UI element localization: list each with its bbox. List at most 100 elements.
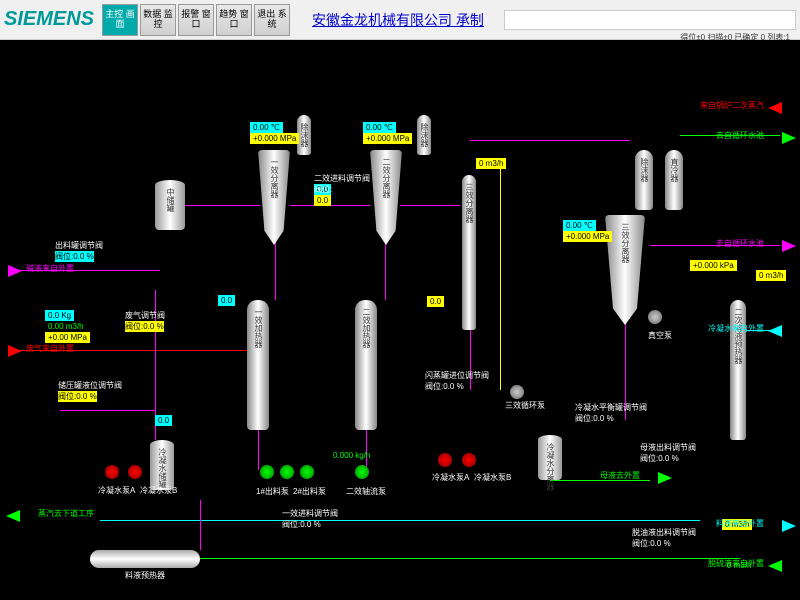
arrow-label: 去自循环水池 bbox=[716, 238, 764, 249]
flow-arrow bbox=[658, 472, 672, 484]
vessel-label: 冷凝水储罐 bbox=[157, 448, 168, 488]
flow-arrow bbox=[782, 520, 796, 532]
pipe bbox=[500, 160, 501, 390]
reading: 0.00 ℃ bbox=[250, 122, 283, 133]
text-label: 阀位:0.0 % bbox=[58, 391, 97, 402]
flow-arrow bbox=[768, 102, 782, 114]
text-label: 废气调节阀 bbox=[125, 310, 165, 321]
arrow-label: 母液去外置 bbox=[600, 470, 640, 481]
flow-arrow bbox=[768, 560, 782, 572]
toolbar-btn[interactable]: 主控 画面 bbox=[102, 4, 138, 36]
logo: SIEMENS bbox=[4, 8, 94, 31]
pump[interactable] bbox=[438, 453, 452, 467]
pipe bbox=[200, 558, 740, 559]
pump[interactable] bbox=[128, 465, 142, 479]
ruler bbox=[504, 10, 796, 30]
text-label: 脱油液出料调节阀 bbox=[632, 527, 696, 538]
company-title: 安徽金龙机械有限公司 承制 bbox=[312, 10, 484, 30]
reading: 0.0 bbox=[155, 415, 172, 426]
text-label: 阀位: bbox=[314, 184, 332, 195]
pipe bbox=[470, 330, 471, 390]
pipe bbox=[470, 140, 630, 141]
arrow-label: 碱液来自外置 bbox=[26, 263, 74, 274]
vessel-label: 三效分离器 bbox=[464, 183, 475, 223]
pump[interactable] bbox=[510, 385, 524, 399]
flow-arrow bbox=[6, 510, 20, 522]
text-label: 母液出料调节阀 bbox=[640, 442, 696, 453]
arrow-label: 去自循环水池 bbox=[716, 130, 764, 141]
pump[interactable] bbox=[648, 310, 662, 324]
text-label: 阀位:0.0 % bbox=[55, 251, 94, 262]
vessel-label: 冷凝水分离器 bbox=[545, 443, 556, 491]
text-label: 2#出料泵 bbox=[293, 486, 326, 497]
text-label: 冷凝水泵B bbox=[140, 485, 177, 496]
pipe bbox=[400, 205, 460, 206]
arrow-label: 脱硫液来自外置 bbox=[708, 558, 764, 569]
text-label: 闪蒸罐进位调节阀 bbox=[425, 370, 489, 381]
scada-canvas: 中储罐一效分离器二效分离器一效加热器二效加热器三效分离器三效分离器除沫器直冷器除… bbox=[0, 40, 800, 600]
vessel-label: 二次溶液预热器 bbox=[733, 308, 744, 364]
vessel-label: 中储罐 bbox=[165, 188, 176, 212]
reading: +0.00 MPa bbox=[45, 332, 90, 343]
flow-arrow bbox=[8, 265, 22, 277]
text-label: 料液预热器 bbox=[125, 570, 165, 581]
vessel-label: 除沫器 bbox=[419, 123, 430, 147]
flow-arrow bbox=[782, 132, 796, 144]
reading: 0.0 bbox=[218, 295, 235, 306]
vessel-label: 二效加热器 bbox=[361, 308, 372, 348]
arrow-label: 料液来自外置 bbox=[716, 518, 764, 529]
text-label: 冷凝水平衡罐调节阀 bbox=[575, 402, 647, 413]
text-label: 真空泵 bbox=[648, 330, 672, 341]
text-label: 出料罐调节阀 bbox=[55, 240, 103, 251]
heat-exchanger[interactable] bbox=[90, 550, 200, 568]
text-label: 冷凝水泵A bbox=[98, 485, 135, 496]
pipe bbox=[385, 240, 386, 300]
text-label: 1#出料泵 bbox=[256, 486, 289, 497]
toolbar-btn[interactable]: 退出 系统 bbox=[254, 4, 290, 36]
vessel-label: 一效分离器 bbox=[269, 158, 280, 198]
text-label: 三效循环泵 bbox=[505, 400, 545, 411]
text-label: 阀位:0.0 % bbox=[425, 381, 464, 392]
vessel-label: 除沫器 bbox=[639, 158, 650, 182]
pump[interactable] bbox=[300, 465, 314, 479]
reading: 0.0 bbox=[427, 296, 444, 307]
arrow-label: 废气来自外置 bbox=[26, 343, 74, 354]
reading: +0.000 MPa bbox=[250, 133, 299, 144]
reading: 0.0 bbox=[314, 195, 331, 206]
text-label: 一效进料调节阀 bbox=[282, 508, 338, 519]
reading: 0 m3/h bbox=[756, 270, 786, 281]
toolbar-btn[interactable]: 趋势 窗口 bbox=[216, 4, 252, 36]
reading: +0.000 MPa bbox=[363, 133, 412, 144]
pump[interactable] bbox=[105, 465, 119, 479]
arrow-label: 来自锅炉二次蒸汽 bbox=[700, 100, 764, 111]
pump[interactable] bbox=[355, 465, 369, 479]
reading: 0.00 ℃ bbox=[563, 220, 596, 231]
toolbar-btn[interactable]: 数据 监控 bbox=[140, 4, 176, 36]
pump[interactable] bbox=[260, 465, 274, 479]
pipe bbox=[275, 240, 276, 300]
flow-arrow bbox=[768, 325, 782, 337]
pump[interactable] bbox=[280, 465, 294, 479]
toolbar-btn[interactable]: 报警 窗口 bbox=[178, 4, 214, 36]
vessel-label: 直冷器 bbox=[669, 158, 680, 182]
vessel-label: 三效分离器 bbox=[620, 223, 631, 263]
text-label: 储压罐液位调节阀 bbox=[58, 380, 122, 391]
pipe bbox=[200, 500, 201, 550]
text-label: 阀位:0.0 % bbox=[575, 413, 614, 424]
text-label: 冷凝水泵A bbox=[432, 472, 469, 483]
text-label: 阀位:0.0 % bbox=[640, 453, 679, 464]
flow-arrow bbox=[8, 345, 22, 357]
pipe bbox=[100, 520, 700, 521]
vessel-label: 除沫器 bbox=[299, 123, 310, 147]
arrow-label: 蒸汽去下道工序 bbox=[38, 508, 94, 519]
text-label: 二效进料调节阀 bbox=[314, 173, 370, 184]
reading: 0.000 kg/h bbox=[330, 450, 373, 461]
text-label: 阀位:0.0 % bbox=[632, 538, 671, 549]
pump[interactable] bbox=[462, 453, 476, 467]
text-label: 二效轴流泵 bbox=[346, 486, 386, 497]
vessel-label: 二效分离器 bbox=[381, 158, 392, 198]
arrow-label: 冷凝水来自外置 bbox=[708, 323, 764, 334]
text-label: 冷凝水泵B bbox=[474, 472, 511, 483]
reading: +0.000 kPa bbox=[690, 260, 737, 271]
vessel-label: 一效加热器 bbox=[253, 308, 264, 348]
